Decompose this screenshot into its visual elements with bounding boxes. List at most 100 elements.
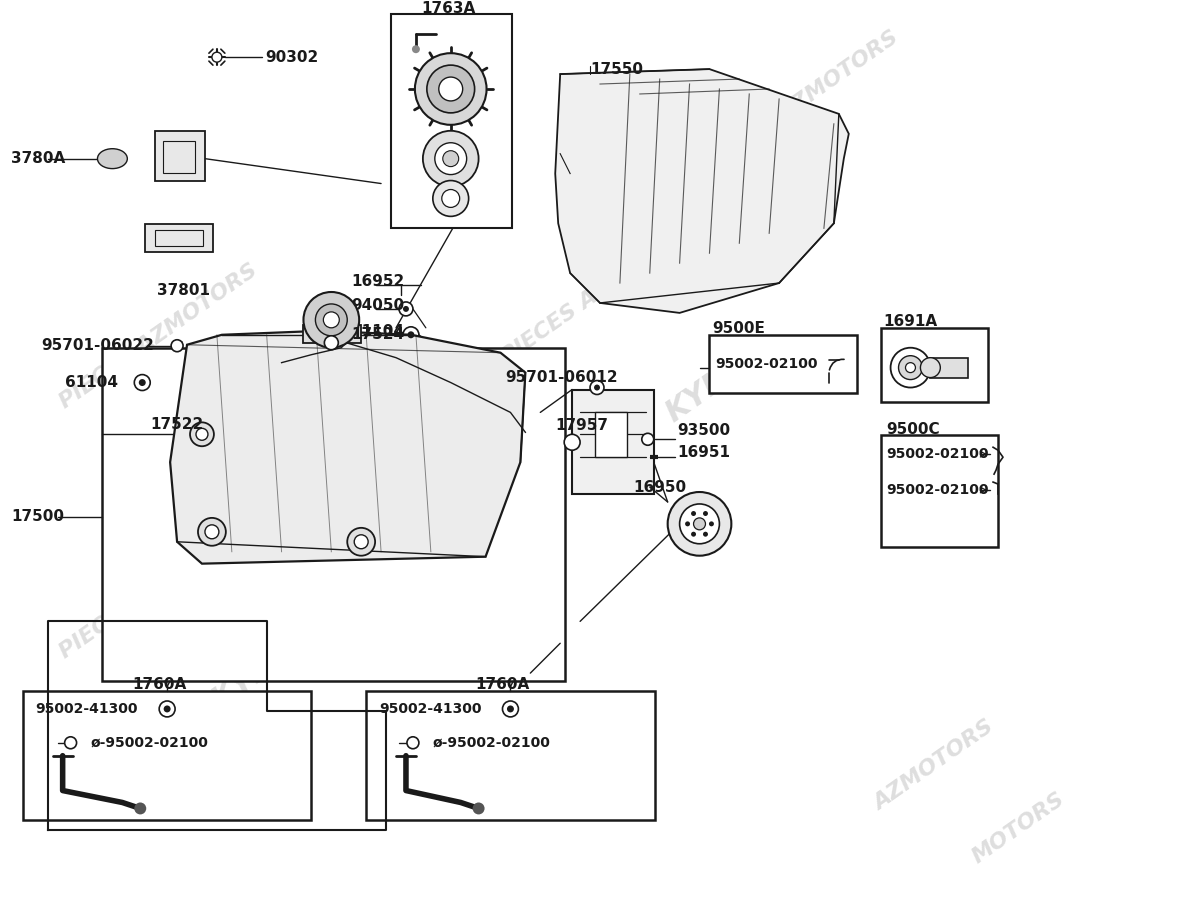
Bar xyxy=(709,335,857,392)
Circle shape xyxy=(196,428,208,440)
Circle shape xyxy=(685,521,690,526)
Circle shape xyxy=(304,292,359,347)
Text: KYMCO: KYMCO xyxy=(206,369,325,464)
Circle shape xyxy=(703,532,708,536)
Text: ø-95002-02100: ø-95002-02100 xyxy=(90,736,209,750)
Text: 17500: 17500 xyxy=(11,509,64,525)
Ellipse shape xyxy=(97,148,127,168)
Circle shape xyxy=(667,492,731,555)
Circle shape xyxy=(691,511,696,516)
Circle shape xyxy=(407,737,419,749)
Text: 1760A: 1760A xyxy=(475,677,530,691)
Circle shape xyxy=(590,381,604,394)
Text: 17957: 17957 xyxy=(556,418,608,433)
Text: KYMCO: KYMCO xyxy=(206,619,325,715)
Text: AZMOTORS: AZMOTORS xyxy=(871,717,998,814)
Text: 95002-02100: 95002-02100 xyxy=(887,447,989,461)
Text: PIECES AZMOTORS: PIECES AZMOTORS xyxy=(55,260,260,412)
Bar xyxy=(391,14,512,229)
Circle shape xyxy=(642,433,654,446)
Circle shape xyxy=(899,356,923,380)
Circle shape xyxy=(691,532,696,536)
Circle shape xyxy=(433,181,469,216)
Bar xyxy=(881,328,988,402)
Circle shape xyxy=(703,511,708,516)
Circle shape xyxy=(160,701,175,717)
Polygon shape xyxy=(556,69,848,313)
Circle shape xyxy=(443,150,458,166)
Bar xyxy=(366,691,655,821)
Text: MOTORS: MOTORS xyxy=(968,789,1068,868)
Circle shape xyxy=(139,379,145,386)
Circle shape xyxy=(473,803,485,815)
Circle shape xyxy=(324,336,338,350)
Circle shape xyxy=(906,363,916,373)
Text: 17550: 17550 xyxy=(590,61,643,76)
Circle shape xyxy=(329,340,335,346)
Circle shape xyxy=(442,190,460,207)
Text: KYMCO: KYMCO xyxy=(660,333,779,428)
Circle shape xyxy=(205,525,218,539)
Text: 3780A: 3780A xyxy=(11,151,65,166)
Circle shape xyxy=(347,527,376,555)
Bar xyxy=(930,357,968,378)
Text: 94050: 94050 xyxy=(352,299,404,313)
Circle shape xyxy=(65,737,77,749)
Bar xyxy=(155,130,205,181)
Text: 61104: 61104 xyxy=(65,375,118,390)
Circle shape xyxy=(403,327,419,343)
Circle shape xyxy=(398,302,413,316)
Bar xyxy=(595,412,626,457)
Text: ø-95002-02100: ø-95002-02100 xyxy=(433,736,551,750)
Circle shape xyxy=(134,803,146,815)
Text: 95701-06012: 95701-06012 xyxy=(505,370,618,385)
Circle shape xyxy=(594,384,600,391)
Bar xyxy=(163,140,194,173)
Circle shape xyxy=(439,77,463,101)
Circle shape xyxy=(198,518,226,545)
Text: 95002-41300: 95002-41300 xyxy=(35,702,137,716)
Bar xyxy=(304,325,361,343)
Text: 95002-02100: 95002-02100 xyxy=(715,356,818,371)
Circle shape xyxy=(190,422,214,446)
Circle shape xyxy=(163,706,170,713)
Circle shape xyxy=(890,347,930,388)
Text: 61104: 61104 xyxy=(352,324,404,339)
Text: 95701-06022: 95701-06022 xyxy=(41,338,154,353)
Text: 1691A: 1691A xyxy=(883,314,937,329)
Bar xyxy=(102,347,565,681)
Circle shape xyxy=(434,143,467,175)
Circle shape xyxy=(422,130,479,186)
Circle shape xyxy=(408,331,414,338)
Text: 9500C: 9500C xyxy=(887,422,941,436)
Circle shape xyxy=(503,701,518,717)
Text: 1760A: 1760A xyxy=(132,677,186,691)
Text: 16951: 16951 xyxy=(678,445,731,460)
Text: 95002-41300: 95002-41300 xyxy=(379,702,481,716)
Circle shape xyxy=(920,357,941,378)
Circle shape xyxy=(212,52,222,62)
Circle shape xyxy=(316,304,347,336)
Circle shape xyxy=(412,45,420,53)
Text: 9500E: 9500E xyxy=(713,321,766,337)
Bar xyxy=(23,691,312,821)
Text: 93500: 93500 xyxy=(678,423,731,437)
Circle shape xyxy=(709,521,714,526)
Circle shape xyxy=(403,306,409,312)
Bar xyxy=(572,390,654,494)
Text: 16952: 16952 xyxy=(352,274,404,289)
Circle shape xyxy=(427,65,475,112)
Circle shape xyxy=(679,504,720,544)
Circle shape xyxy=(564,435,580,450)
Bar xyxy=(155,230,203,247)
Text: PIECES AZMOTORS: PIECES AZMOTORS xyxy=(497,215,703,367)
Text: PIECES AZMOTORS: PIECES AZMOTORS xyxy=(55,510,260,662)
Circle shape xyxy=(694,518,706,530)
Text: AZMOTORS: AZMOTORS xyxy=(775,27,902,125)
Text: 16950: 16950 xyxy=(632,480,686,494)
Bar xyxy=(145,224,212,252)
Text: 90302: 90302 xyxy=(265,50,319,65)
Circle shape xyxy=(506,706,514,713)
Text: 37801: 37801 xyxy=(157,283,210,298)
Text: 17524: 17524 xyxy=(352,328,404,342)
